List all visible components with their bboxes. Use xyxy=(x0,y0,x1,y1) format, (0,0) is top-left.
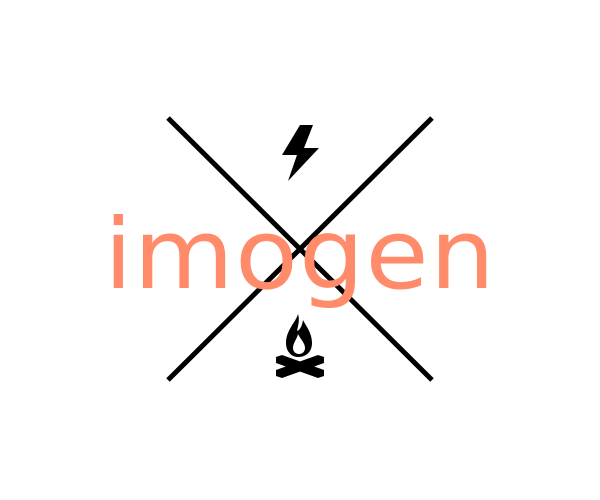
lightning-bolt-icon xyxy=(282,125,319,181)
wordmark-text: imogen xyxy=(104,198,496,311)
campfire-icon xyxy=(276,314,324,378)
cross-line-right xyxy=(166,116,434,382)
